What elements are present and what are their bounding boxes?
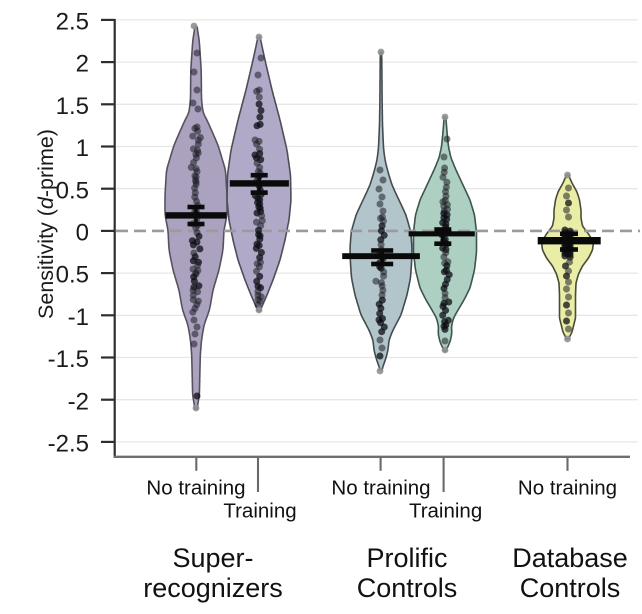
svg-text:Sensitivity (d-prime): Sensitivity (d-prime) (34, 129, 58, 319)
svg-text:Super-: Super- (172, 543, 253, 573)
svg-text:-2: -2 (68, 388, 89, 415)
svg-text:-1: -1 (68, 304, 89, 331)
svg-text:recognizers: recognizers (143, 573, 283, 603)
svg-text:Prolific: Prolific (366, 543, 447, 573)
svg-text:No training: No training (518, 477, 617, 500)
svg-text:0: 0 (76, 220, 89, 247)
svg-text:0.5: 0.5 (56, 262, 89, 289)
svg-text:No training: No training (331, 477, 430, 500)
svg-text:Controls: Controls (357, 573, 458, 603)
svg-text:Controls: Controls (520, 573, 621, 603)
svg-text:0.5: 0.5 (56, 177, 89, 204)
svg-text:2.5: 2.5 (56, 9, 89, 36)
svg-text:Database: Database (512, 543, 628, 573)
svg-text:Training: Training (409, 500, 482, 523)
svg-text:2: 2 (76, 51, 89, 78)
svg-text:-1.5: -1.5 (48, 346, 89, 373)
svg-text:Training: Training (223, 500, 296, 523)
svg-text:1.5: 1.5 (56, 93, 89, 120)
svg-text:No training: No training (146, 477, 245, 500)
svg-text:1: 1 (76, 135, 89, 162)
svg-text:-2.5: -2.5 (48, 431, 89, 458)
